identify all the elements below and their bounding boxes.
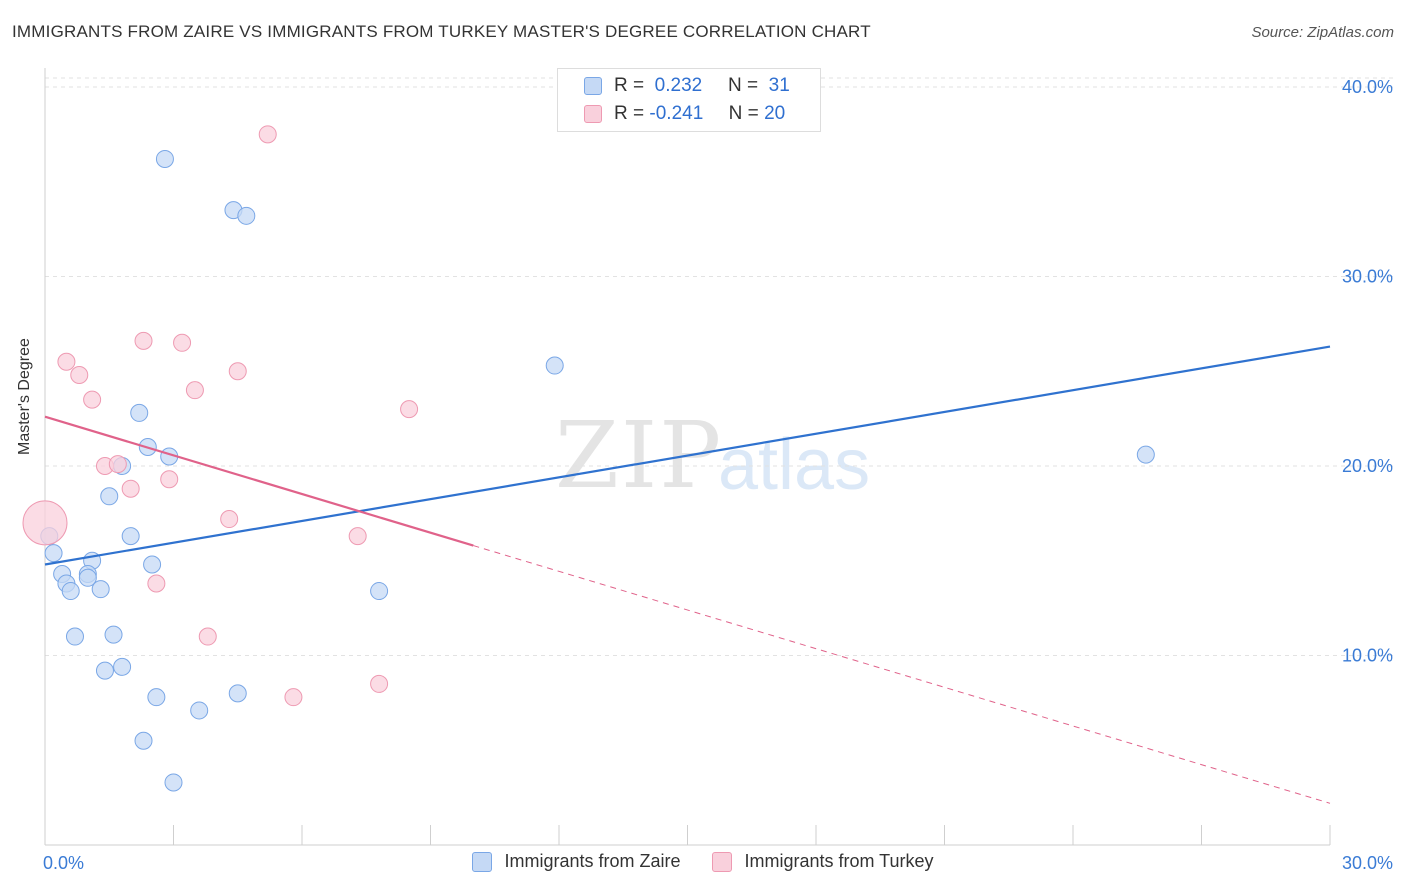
zaire-point [61,582,80,601]
turkey-point [258,125,277,144]
zaire-point [100,487,119,506]
zaire-point [370,582,389,601]
turkey-point [370,674,389,693]
zaire-point [113,657,132,676]
source-credit: Source: ZipAtlas.com [1251,24,1394,41]
y-tick-label: 20.0% [1342,456,1393,476]
turkey-point [147,574,166,593]
zaire-point [155,149,174,168]
chart-title: IMMIGRANTS FROM ZAIRE VS IMMIGRANTS FROM… [12,22,871,41]
legend-n-label: N = [728,103,759,124]
legend-r-value: -0.241 [649,103,704,124]
legend-swatch-turkey [712,851,733,872]
zaire-point [237,206,256,225]
zaire-point [190,701,209,720]
legend-row-zaire: R = 0.232 N = 31 [558,73,790,99]
legend-swatch-zaire [584,77,602,95]
turkey-point [22,500,68,546]
series-legend: Immigrants from Zaire Immigrants from Tu… [0,851,1406,872]
zaire-point [134,731,153,750]
zaire-point [104,625,123,644]
legend-r-value: 0.232 [654,75,703,96]
turkey-point [134,331,153,350]
turkey-point [348,527,367,546]
legend-n-value: 31 [768,75,790,96]
y-tick-label: 10.0% [1342,645,1393,665]
turkey-point [57,352,76,371]
turkey-point [400,400,419,419]
zaire-point [78,568,97,587]
x-tick-label: 30.0% [1342,853,1393,873]
zaire-point [545,356,564,375]
zaire-point [130,403,149,422]
turkey-point [70,366,89,385]
turkey-point [83,390,102,409]
legend-n-value: 20 [764,103,786,124]
zaire-point [95,661,114,680]
turkey-trend-extension [473,545,1331,804]
turkey-trend-line [44,415,474,547]
stats-legend: R = 0.232 N = 31 R = -0.241 N = 20 [557,68,821,132]
zaire-point [91,580,110,599]
legend-r-label: R = [614,103,645,124]
legend-n-label: N = [727,75,759,96]
legend-r-label: R = [614,75,645,96]
zaire-point [65,627,84,646]
y-tick-label: 40.0% [1342,77,1393,97]
turkey-point [121,479,140,498]
x-tick-label: 0.0% [43,853,84,873]
zaire-point [143,555,162,574]
turkey-point [228,362,247,381]
zaire-point [147,688,166,707]
legend-item-turkey: Immigrants from Turkey [712,851,934,872]
zaire-point [1136,445,1155,464]
zaire-point [228,684,247,703]
legend-item-zaire: Immigrants from Zaire [472,851,680,872]
zaire-point [121,527,140,546]
legend-swatch-turkey [584,105,602,123]
legend-label-turkey: Immigrants from Turkey [744,851,934,871]
legend-label-zaire: Immigrants from Zaire [504,851,681,871]
turkey-point [220,510,239,529]
turkey-point [284,688,303,707]
turkey-point [160,470,179,489]
turkey-point [173,333,192,352]
zaire-trend-line [44,345,1331,566]
y-tick-label: 30.0% [1342,266,1393,286]
turkey-point [108,455,127,474]
zaire-point [44,544,63,563]
turkey-point [185,381,204,400]
turkey-point [198,627,217,646]
zaire-point [164,773,183,792]
y-axis-label: Master's Degree [16,338,33,455]
legend-swatch-zaire [472,851,493,872]
legend-row-turkey: R = -0.241 N = 20 [558,101,785,127]
